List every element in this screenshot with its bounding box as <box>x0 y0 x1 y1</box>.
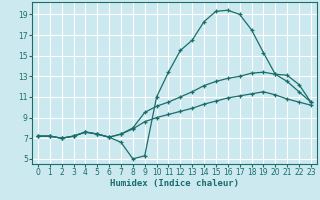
X-axis label: Humidex (Indice chaleur): Humidex (Indice chaleur) <box>110 179 239 188</box>
